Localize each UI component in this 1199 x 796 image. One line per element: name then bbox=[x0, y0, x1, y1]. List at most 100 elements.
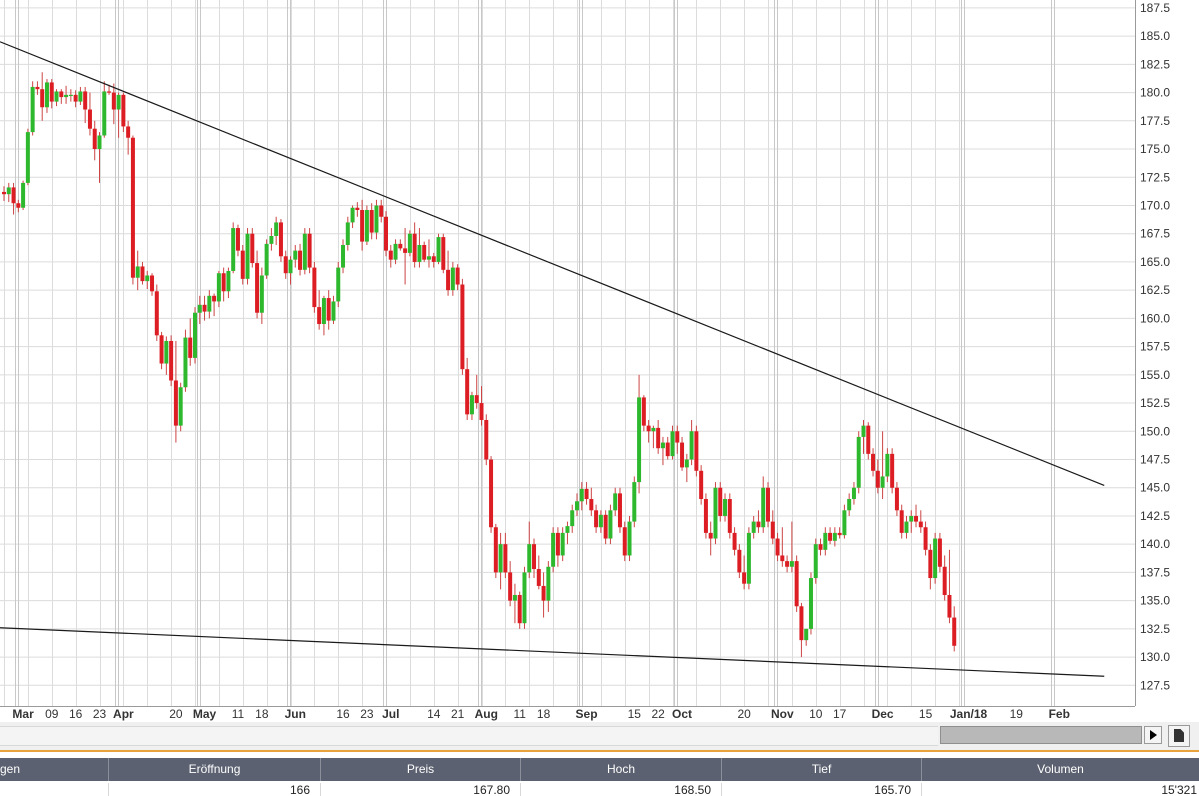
scroll-thumb[interactable] bbox=[940, 726, 1142, 744]
candle-body bbox=[460, 284, 465, 370]
candle-body bbox=[694, 431, 699, 471]
candle-body bbox=[541, 585, 546, 601]
candle-body bbox=[894, 487, 899, 511]
candle bbox=[250, 228, 255, 268]
candle bbox=[178, 382, 183, 432]
y-tick-label: 177.5 bbox=[1140, 114, 1170, 128]
candle bbox=[350, 205, 355, 229]
candle bbox=[159, 331, 164, 370]
candle-body bbox=[283, 256, 288, 274]
candle-body bbox=[551, 532, 556, 567]
candle-body bbox=[842, 510, 847, 536]
candle-body bbox=[498, 544, 503, 573]
header-low[interactable]: Tief bbox=[722, 758, 922, 781]
candle bbox=[694, 425, 699, 477]
candle-body bbox=[756, 521, 761, 528]
candle bbox=[489, 456, 494, 533]
candle-body bbox=[87, 109, 92, 129]
candle-body bbox=[508, 572, 513, 601]
candle-body bbox=[178, 387, 183, 426]
grid bbox=[0, 0, 1136, 707]
x-tick-label: 20 bbox=[737, 707, 751, 721]
candle bbox=[937, 532, 942, 573]
header-volume[interactable]: Volumen bbox=[1037, 762, 1084, 776]
candle-body bbox=[613, 493, 618, 511]
candle-body bbox=[818, 544, 823, 550]
header-high[interactable]: Hoch bbox=[521, 758, 722, 781]
candle bbox=[613, 487, 618, 516]
candle-body bbox=[575, 501, 579, 511]
candle-body bbox=[598, 514, 603, 528]
y-tick-label: 165.0 bbox=[1140, 255, 1170, 269]
candle-body bbox=[608, 510, 613, 539]
document-icon[interactable] bbox=[1168, 725, 1190, 747]
x-tick-label: 09 bbox=[45, 707, 59, 721]
candle-body bbox=[641, 397, 646, 426]
candle-body bbox=[646, 425, 651, 432]
candle-body bbox=[627, 521, 632, 556]
candle bbox=[336, 261, 341, 308]
candle bbox=[818, 538, 823, 556]
candle-body bbox=[431, 256, 436, 262]
header-days[interactable]: gen bbox=[0, 758, 109, 781]
candle bbox=[422, 241, 427, 262]
candle bbox=[40, 72, 45, 121]
candle bbox=[532, 538, 537, 579]
candle bbox=[369, 203, 374, 240]
candle-body bbox=[584, 488, 589, 500]
candle bbox=[780, 527, 785, 567]
x-tick-label: May bbox=[193, 707, 217, 721]
candle-body bbox=[441, 237, 446, 270]
candle-body bbox=[512, 594, 517, 601]
candle-body bbox=[269, 235, 274, 244]
x-tick-label: 21 bbox=[451, 707, 465, 721]
candle bbox=[130, 135, 135, 285]
candle-body bbox=[875, 470, 880, 488]
scroll-right-arrow-icon[interactable] bbox=[1144, 726, 1162, 744]
candle bbox=[450, 261, 455, 296]
y-tick-label: 185.0 bbox=[1140, 29, 1170, 43]
candle-body bbox=[212, 295, 217, 302]
candle bbox=[49, 79, 54, 109]
candle bbox=[30, 81, 35, 136]
candle-body bbox=[560, 532, 565, 556]
candle bbox=[498, 532, 503, 590]
candle bbox=[670, 425, 675, 460]
candle-body bbox=[766, 487, 770, 522]
header-price[interactable]: Preis bbox=[321, 758, 521, 781]
candle-body bbox=[83, 91, 88, 110]
candle bbox=[293, 244, 298, 268]
candle-body bbox=[326, 298, 331, 321]
candle-body bbox=[130, 137, 135, 278]
trend-line[interactable] bbox=[0, 627, 1105, 677]
candle-body bbox=[54, 91, 59, 102]
candle-body bbox=[426, 256, 431, 260]
candle-body bbox=[742, 572, 747, 584]
candle bbox=[718, 482, 723, 522]
candle bbox=[713, 482, 718, 545]
candle-body bbox=[364, 209, 369, 242]
candle bbox=[656, 419, 661, 454]
candle-body bbox=[880, 476, 885, 488]
x-tick-label: 20 bbox=[169, 707, 183, 721]
scroll-track[interactable] bbox=[0, 726, 938, 746]
candle bbox=[541, 572, 546, 618]
candle bbox=[426, 239, 431, 268]
trend-line[interactable] bbox=[0, 41, 1105, 487]
candle-body bbox=[536, 569, 541, 586]
y-tick-label: 187.5 bbox=[1140, 1, 1170, 15]
candle bbox=[512, 583, 517, 624]
candle bbox=[140, 261, 145, 285]
candle bbox=[326, 290, 331, 330]
candle-body bbox=[813, 544, 818, 579]
candle-body bbox=[465, 369, 470, 415]
header-open[interactable]: Eröffnung bbox=[109, 758, 321, 781]
candle-body bbox=[221, 273, 226, 292]
candle bbox=[245, 228, 250, 285]
price-chart[interactable]: 127.5 130.0 132.5 135.0 137.5 140.0 142.5 145.0… bbox=[0, 0, 1199, 728]
candle bbox=[646, 419, 651, 443]
candle-body bbox=[16, 203, 21, 208]
candle bbox=[651, 425, 656, 449]
candle bbox=[274, 216, 279, 245]
candle-body bbox=[145, 275, 150, 282]
